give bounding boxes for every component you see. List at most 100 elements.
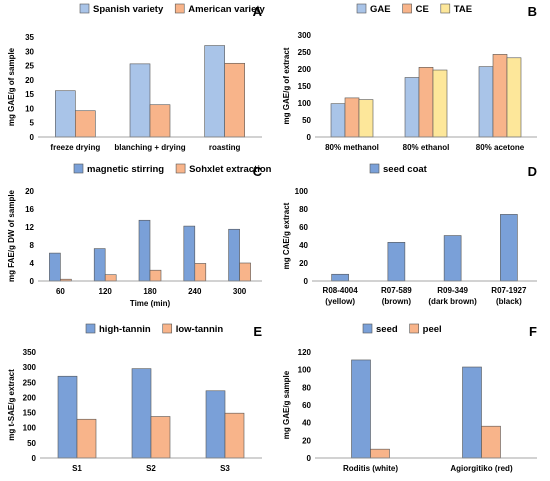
y-tick-label: 350 [23, 348, 37, 357]
panel-letter: F [529, 324, 537, 339]
x-tick-label: R07-1927 [491, 286, 527, 295]
x-tick-label: S3 [220, 464, 230, 473]
y-tick-label: 0 [307, 133, 312, 142]
x-tick-label: S2 [146, 464, 156, 473]
y-tick-label: 20 [25, 76, 34, 85]
bar [344, 97, 360, 138]
legend-swatch [79, 3, 90, 14]
bar [404, 77, 420, 138]
bar [57, 375, 78, 459]
bar [330, 103, 346, 138]
y-tick-label: 20 [302, 436, 311, 445]
legend-swatch [85, 323, 96, 334]
chart-e: 0 50 100 150 200 250 300 350 S1 S2 S3 mg t-SAE/g ex… [7, 323, 262, 473]
bar [149, 269, 162, 282]
legend-label: Sohxlet extraction [189, 164, 272, 175]
x-tick-label-line2: (brown) [382, 297, 412, 306]
x-tick-label: 80% acetone [476, 143, 525, 152]
bar [149, 104, 171, 138]
legend-label: high-tannin [99, 324, 151, 335]
legend-label: CE [416, 4, 429, 15]
bar [418, 67, 434, 138]
y-tick-label: 5 [30, 119, 35, 128]
x-tick-label: 120 [99, 287, 113, 296]
panel-e: 0 50 100 150 200 250 300 350 S1 S2 S3 mg t-SAE/g ex… [0, 320, 270, 478]
x-tick-label: R09-349 [437, 286, 468, 295]
y-tick-label: 200 [23, 393, 37, 402]
bar [183, 225, 196, 282]
bar [93, 248, 106, 282]
x-tick-label: R07-589 [381, 286, 412, 295]
y-axis-title: mg FAE/g DW of sample [7, 189, 16, 282]
x-tick-label: 300 [233, 287, 247, 296]
legend-label: TAE [454, 4, 472, 15]
y-tick-label: 60 [302, 401, 311, 410]
x-tick-label-line2: (yellow) [325, 297, 355, 306]
x-tick-label: 180 [143, 287, 157, 296]
y-tick-label: 0 [307, 454, 312, 463]
bar [481, 425, 501, 459]
y-tick-label: 4 [30, 259, 35, 268]
panel-letter: E [253, 324, 262, 339]
bar [129, 63, 151, 138]
bar [205, 390, 226, 459]
panel-letter: A [253, 4, 263, 19]
bar [443, 235, 462, 282]
legend-swatch [174, 3, 185, 14]
y-axis-title: mg GAE/g sample [282, 370, 291, 439]
x-tick-label: 80% methanol [325, 143, 379, 152]
y-tick-label: 120 [298, 348, 312, 357]
y-tick-label: 16 [25, 205, 34, 214]
bar [506, 57, 522, 138]
bar [358, 99, 374, 138]
bar [370, 448, 390, 459]
x-tick-label: Roditis (white) [343, 464, 398, 473]
y-tick-label: 20 [25, 187, 34, 196]
x-tick-label: 60 [56, 287, 65, 296]
panel-letter: C [253, 164, 263, 179]
y-tick-label: 80 [299, 205, 308, 214]
bar [239, 262, 251, 282]
bar [224, 412, 245, 459]
y-tick-label: 250 [298, 48, 312, 57]
x-tick-label: blanching + drying [114, 143, 185, 152]
x-tick-label: roasting [209, 143, 241, 152]
y-tick-label: 40 [299, 241, 308, 250]
bar [492, 54, 508, 138]
y-tick-label: 60 [299, 223, 308, 232]
panel-c: 0 4 8 12 16 20 60 120 180 240 300 Time (min) mg FAE/… [0, 160, 272, 318]
y-tick-label: 150 [298, 82, 312, 91]
bar [351, 359, 371, 459]
y-tick-label: 20 [299, 259, 308, 268]
y-tick-label: 80 [302, 383, 311, 392]
legend-swatch [409, 323, 419, 334]
y-tick-label: 8 [30, 241, 35, 250]
bar [76, 418, 97, 459]
y-tick-label: 35 [25, 33, 34, 42]
legend-label: low-tannin [176, 324, 224, 335]
y-tick-label: 250 [23, 378, 37, 387]
y-tick-label: 100 [298, 366, 312, 375]
y-axis-title: mg GAE/g of sample [7, 47, 16, 126]
legend-swatch [440, 3, 451, 14]
chart-f: 0 20 40 60 80 100 120 Roditis (white) Agiorgitik… [282, 323, 537, 473]
legend-swatch [362, 323, 373, 334]
y-tick-label: 50 [302, 116, 311, 125]
x-tick-label-line2: (dark brown) [428, 297, 477, 306]
bar [138, 219, 151, 282]
bar [55, 90, 76, 138]
y-tick-label: 0 [30, 277, 35, 286]
y-axis-title: mg GAE/g of extract [282, 47, 291, 124]
y-axis-title: mg t-SAE/g extract [7, 369, 16, 441]
x-tick-label-line2: (black) [496, 297, 522, 306]
y-tick-label: 100 [295, 187, 309, 196]
panel-a: 0 5 10 15 20 25 30 35 freeze drying blanching + d… [0, 0, 270, 158]
legend-swatch [369, 163, 380, 174]
bar [224, 62, 245, 138]
y-tick-label: 12 [25, 223, 34, 232]
panel-f: 0 20 40 60 80 100 120 Roditis (white) Agiorgitik… [275, 320, 545, 478]
panel-d: 0 20 40 60 80 100 R08-4004 (yellow) R07-589 (brow… [275, 160, 545, 318]
chart-b: 0 50 100 150 200 250 300 80% methanol 80% ethano… [282, 3, 537, 152]
bar [204, 45, 225, 138]
chart-d: 0 20 40 60 80 100 R08-4004 (yellow) R07-589 (brow… [282, 163, 537, 306]
